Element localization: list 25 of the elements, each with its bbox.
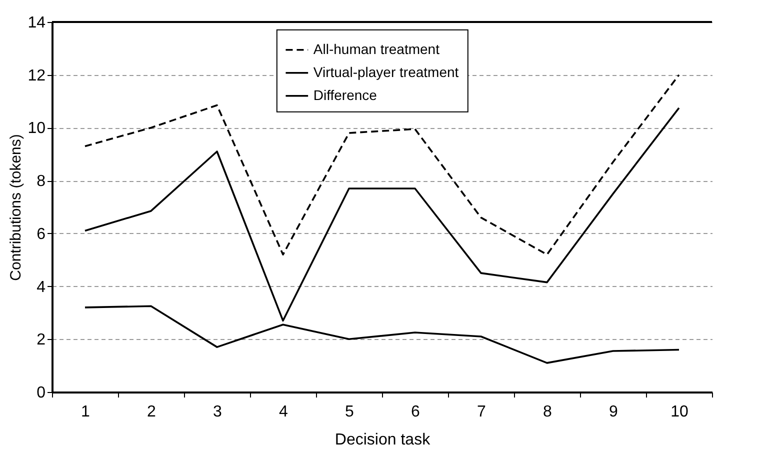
y-tick-label: 12 <box>28 67 46 84</box>
x-tick-label: 6 <box>411 404 420 420</box>
y-tick-label: 8 <box>36 173 46 190</box>
y-tick-label: 14 <box>28 14 46 32</box>
legend-label: All-human treatment <box>313 40 440 57</box>
y-tick-label: 2 <box>36 332 46 349</box>
legend-label: Virtual-player treatment <box>313 64 459 80</box>
x-tick-label: 5 <box>345 404 354 420</box>
x-tick-label: 3 <box>213 404 222 420</box>
x-tick-label: 7 <box>477 404 486 420</box>
x-axis-title: Decision task <box>334 432 432 448</box>
y-tick-label: 10 <box>28 120 46 138</box>
y-tick-label: 6 <box>36 226 46 243</box>
x-tick-label: 4 <box>279 404 288 420</box>
legend-label: Difference <box>313 86 378 103</box>
x-tick-label: 8 <box>543 404 552 420</box>
y-axis-title: Contributions (tokens) <box>8 134 25 281</box>
line-series <box>84 106 680 322</box>
x-tick-label: 1 <box>81 404 90 420</box>
x-tick-label: 2 <box>147 404 156 420</box>
line-series <box>84 305 680 364</box>
y-tick-label: 4 <box>36 278 46 296</box>
y-tick-label: 0 <box>36 384 46 402</box>
x-tick-label: 9 <box>609 404 618 420</box>
x-tick-label: 10 <box>670 404 688 420</box>
